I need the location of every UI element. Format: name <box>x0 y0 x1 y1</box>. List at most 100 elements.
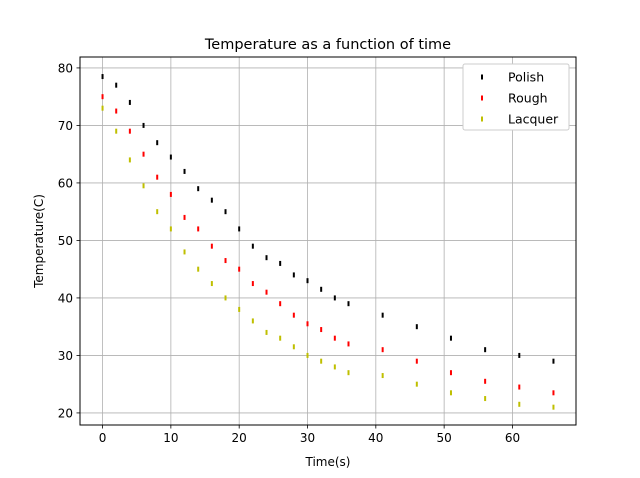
data-point <box>183 249 186 255</box>
data-point <box>518 352 521 358</box>
data-point <box>156 174 159 180</box>
data-point <box>381 373 384 379</box>
data-point <box>306 352 309 358</box>
data-point <box>347 301 350 307</box>
data-point <box>224 258 227 264</box>
data-point <box>292 312 295 318</box>
data-point <box>128 99 131 105</box>
data-point <box>415 324 418 330</box>
data-point <box>197 226 200 232</box>
x-tick-label: 20 <box>232 431 247 445</box>
data-point <box>279 260 282 266</box>
data-point <box>552 404 555 410</box>
y-axis-label: Temperature(C) <box>32 194 46 289</box>
plot-frame <box>79 56 577 426</box>
data-point <box>169 226 172 232</box>
x-tick-label: 40 <box>368 431 383 445</box>
data-point <box>333 335 336 341</box>
data-point <box>169 154 172 160</box>
legend-box <box>462 63 570 131</box>
series-lacquer <box>101 105 555 410</box>
data-point <box>347 341 350 347</box>
data-point <box>320 327 323 333</box>
data-point <box>449 370 452 376</box>
x-tick-label: 50 <box>437 431 452 445</box>
y-tick-label: 80 <box>58 61 73 75</box>
data-point <box>210 197 213 203</box>
data-point <box>101 105 104 111</box>
data-point <box>552 390 555 396</box>
x-tick-label: 60 <box>505 431 520 445</box>
chart-title: Temperature as a function of time <box>204 37 451 53</box>
data-point <box>306 321 309 327</box>
data-point <box>238 226 241 232</box>
data-point <box>292 344 295 350</box>
x-tick-label: 30 <box>300 431 315 445</box>
data-point <box>238 266 241 272</box>
data-point <box>518 401 521 407</box>
legend-label: Rough <box>508 91 548 106</box>
data-point <box>415 381 418 387</box>
data-point <box>101 74 104 80</box>
series-polish <box>101 74 555 364</box>
data-point <box>449 335 452 341</box>
data-point <box>333 364 336 370</box>
data-point <box>197 186 200 192</box>
data-point <box>552 358 555 364</box>
data-point <box>484 396 487 402</box>
data-point <box>156 140 159 146</box>
data-point <box>381 347 384 353</box>
legend: Polish Rough Lacquer <box>462 63 570 131</box>
data-point <box>156 209 159 215</box>
x-tick-label: 10 <box>163 431 178 445</box>
series-layer <box>101 74 555 410</box>
x-axis: 0 10 20 30 40 50 60 <box>99 425 520 445</box>
data-point <box>333 295 336 301</box>
x-axis-label: Time(s) <box>305 455 351 469</box>
data-point <box>169 191 172 197</box>
data-point <box>279 301 282 307</box>
series-rough <box>101 94 555 396</box>
y-tick-label: 40 <box>58 291 73 305</box>
data-point <box>142 183 145 189</box>
data-point <box>128 128 131 134</box>
data-point <box>142 122 145 128</box>
data-point <box>238 306 241 312</box>
data-point <box>265 289 268 295</box>
data-point <box>251 281 254 287</box>
data-point <box>518 384 521 390</box>
y-tick-label: 20 <box>58 406 73 420</box>
x-tick-label: 0 <box>99 431 107 445</box>
data-point <box>115 82 118 88</box>
data-point <box>210 281 213 287</box>
data-point <box>306 278 309 284</box>
legend-marker <box>481 74 483 80</box>
legend-marker <box>481 95 483 101</box>
data-point <box>415 358 418 364</box>
data-point <box>128 157 131 163</box>
data-point <box>183 168 186 174</box>
data-point <box>251 318 254 324</box>
y-tick-label: 60 <box>58 176 73 190</box>
data-point <box>292 272 295 278</box>
data-point <box>224 295 227 301</box>
data-point <box>484 378 487 384</box>
data-point <box>210 243 213 249</box>
data-point <box>115 108 118 114</box>
data-point <box>381 312 384 318</box>
legend-label: Lacquer <box>508 112 559 127</box>
data-point <box>142 151 145 157</box>
data-point <box>320 358 323 364</box>
grid-lines <box>80 57 576 425</box>
data-point <box>115 128 118 134</box>
data-point <box>265 255 268 261</box>
legend-marker <box>481 116 483 122</box>
data-point <box>320 286 323 292</box>
y-tick-label: 50 <box>58 234 73 248</box>
data-point <box>183 214 186 220</box>
y-axis: 20 30 40 50 60 70 80 <box>58 61 80 420</box>
y-tick-label: 30 <box>58 349 73 363</box>
data-point <box>251 243 254 249</box>
legend-label: Polish <box>508 70 544 85</box>
